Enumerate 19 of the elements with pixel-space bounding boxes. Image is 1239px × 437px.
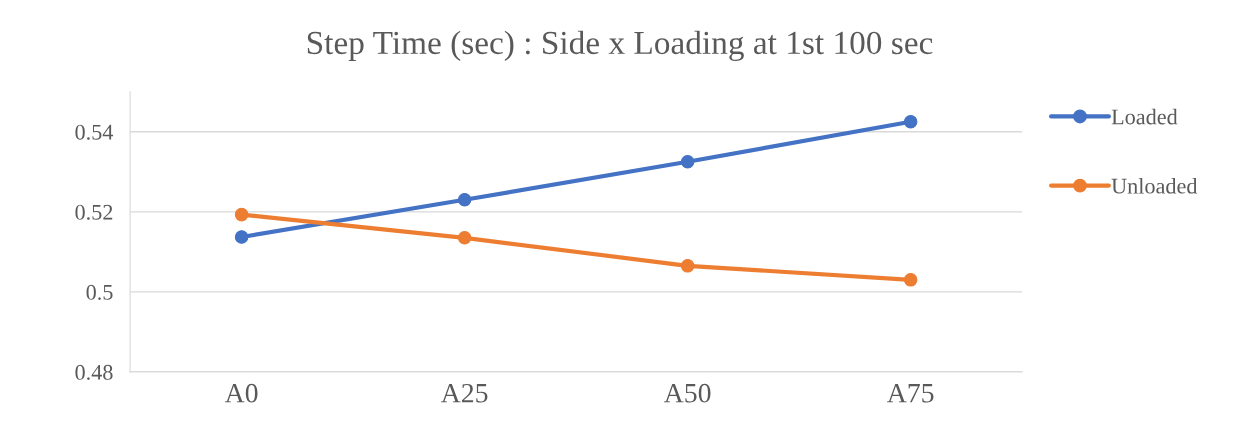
x-tick-label: A0 <box>224 383 258 403</box>
legend-label: Unloaded <box>1111 177 1198 194</box>
legend-label: Loaded <box>1111 108 1178 125</box>
x-tick-label: A25 <box>440 383 488 403</box>
y-tick-label: 0.52 <box>75 204 113 220</box>
point <box>903 273 918 287</box>
point <box>457 231 472 245</box>
point <box>234 207 249 222</box>
point <box>457 193 472 207</box>
point <box>903 115 918 129</box>
y-tick-label: 0.54 <box>75 124 114 140</box>
x-tick-label: A75 <box>887 383 934 403</box>
point <box>680 259 695 273</box>
point <box>234 230 249 244</box>
x-tick-label: A50 <box>664 383 711 403</box>
y-tick-label: 0.48 <box>75 364 113 380</box>
chart-title: Step Time (sec) : Side x Loading at 1st 100 sec <box>307 30 933 62</box>
y-tick-label: 0.5 <box>86 284 113 300</box>
point <box>680 155 695 169</box>
